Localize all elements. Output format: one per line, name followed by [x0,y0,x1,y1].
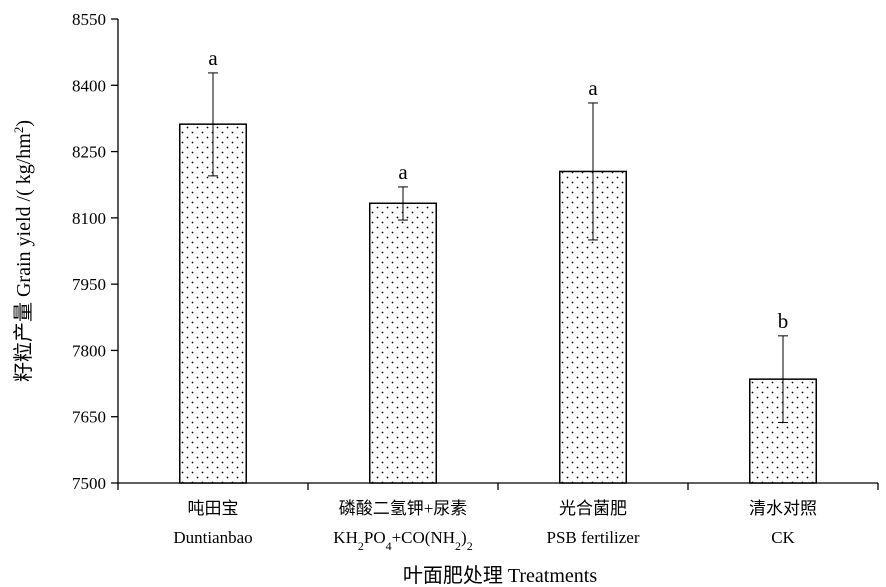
significance-label: a [398,160,408,184]
y-axis: 7500 7650 7800 7950 8100 8250 8400 8550 [72,10,119,493]
y-tick-label: 8100 [72,209,106,228]
y-title-text: 籽粒产量 Grain yield /( kg/hm [12,133,35,382]
category-label-en: PSB fertilizer [546,528,639,547]
significance-label: a [588,76,598,100]
formula-subscript: 2 [455,539,461,553]
formula-subscript: 2 [358,539,364,553]
formula-subscript: 2 [467,539,473,553]
x-axis [117,482,879,490]
bar [369,202,437,484]
category-label-en: Duntianbao [173,528,252,547]
category-label-zh: 磷酸二氢钾+尿素 [339,499,468,518]
x-axis-title: 叶面肥处理 Treatments [403,564,597,587]
y-tick-label: 7950 [72,275,106,294]
formula-text: +CO(NH [392,528,455,547]
category-label-en: KH2PO4+CO(NH2)2 [333,528,472,553]
bars [179,123,817,484]
error-bars [208,72,788,423]
significance-labels: a a a b [208,46,788,333]
formula-text: ) [461,528,467,547]
significance-label: b [778,309,789,333]
category-label-zh: 清水对照 [749,499,817,518]
y-tick-label: 8250 [72,143,106,162]
formula-subscript: 4 [386,539,392,553]
y-tick-label: 7500 [72,474,106,493]
category-labels: 吨田宝Duntianbao磷酸二氢钾+尿素KH2PO4+CO(NH2)2光合菌肥… [173,499,817,553]
y-tick-label: 8400 [72,76,106,95]
significance-label: a [208,46,218,70]
category-label-zh: 吨田宝 [188,499,239,518]
y-title-text: ) [13,120,35,127]
y-tick-label: 7650 [72,408,106,427]
y-tick-label: 7800 [72,341,106,360]
category-label-zh: 光合菌肥 [559,499,627,518]
category-label-en: CK [771,528,795,547]
y-axis-title: 籽粒产量 Grain yield /( kg/hm2) [11,120,36,382]
formula-text: PO [364,528,386,547]
y-tick-label: 8550 [72,10,106,29]
bar [179,123,247,484]
unit-superscript: 2 [11,127,26,134]
formula-text: KH [333,528,358,547]
